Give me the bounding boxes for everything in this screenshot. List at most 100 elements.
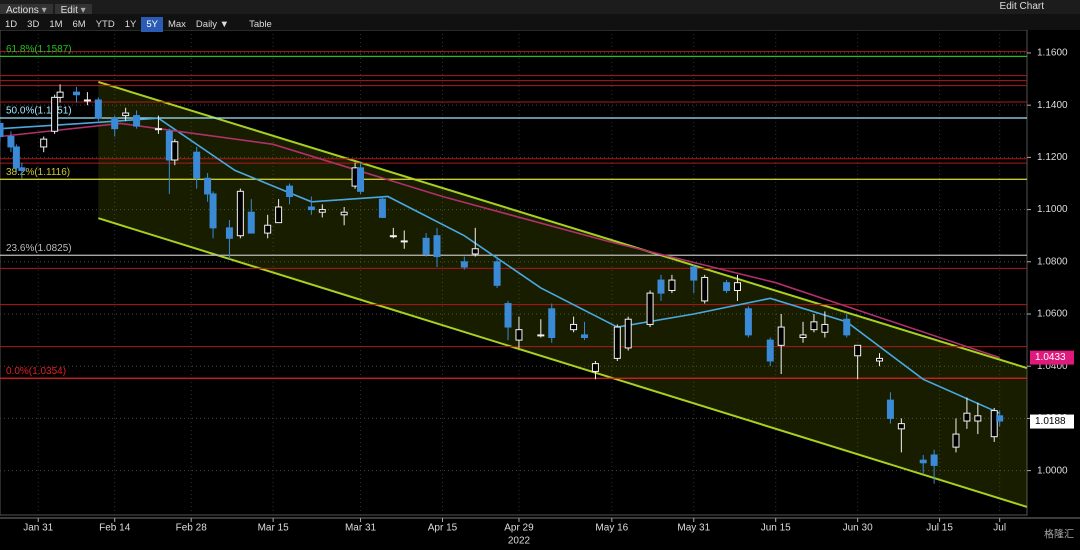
candle-body [591,363,599,372]
range-button[interactable]: Max [167,19,186,30]
axis-strip [0,517,1080,550]
candle-body [204,177,212,195]
candle-body [0,122,4,138]
price-marker [1030,350,1074,365]
y-tick-label: 1.1600 [1037,48,1068,59]
candle-body [422,237,430,255]
candle-body [974,415,982,422]
candle-body [613,326,621,359]
menu-bar: ActionsEdit [0,0,1080,18]
candle-body [154,128,162,131]
interval-button[interactable]: Daily ▼ [195,19,230,30]
price-marker-label: 1.0433 [1035,352,1066,363]
candle-body [733,282,741,292]
y-tick-label: 1.0400 [1037,361,1068,372]
y-tick-label: 1.0800 [1037,256,1068,267]
x-tick-label: Mar 15 [258,523,290,534]
candle-body [340,211,348,216]
y-tick-label: 1.1000 [1037,204,1068,215]
candle-body [471,248,479,255]
watermark: 格隆汇 [1044,528,1074,541]
range-button[interactable]: 1M [49,19,63,30]
candle-body [766,339,774,362]
candle-body [690,266,698,281]
candle-body [657,279,665,294]
candle-body [799,334,807,338]
candle-body [897,423,905,430]
candle-body [886,399,894,419]
x-tick-label: Feb 28 [176,523,208,534]
candle-body [56,91,64,98]
candle-body [777,326,785,346]
candle-body [990,410,998,438]
candle-body [18,167,26,171]
candle-body [12,146,20,169]
x-tick-label: May 16 [595,523,628,534]
channel-line [98,80,1028,369]
candle-body [515,329,523,341]
candle-body [133,115,141,127]
candle-body [225,227,233,239]
candle-body [357,167,365,192]
moving-average [0,122,1000,359]
x-tick-label: Jan 31 [23,523,53,534]
candle-body [996,415,1004,422]
range-button[interactable]: 1D [5,19,18,30]
candle-body [83,99,91,102]
fib-label: 38.2%(1.1116) [6,167,70,178]
candle-body [275,206,283,224]
fib-label: 23.6%(1.0825) [6,243,72,254]
candle-body [876,357,884,362]
edit-chart[interactable]: Edit Chart [999,1,1044,12]
candle-body [433,235,441,258]
candle-body [493,261,501,286]
candle-body [307,206,315,211]
candle-body [952,433,960,448]
candle-body [51,96,59,132]
candle-body [919,459,927,464]
x-tick-label: Feb 14 [99,523,131,534]
candle-body [264,224,272,234]
candle-body [646,292,654,325]
x-tick-label: Jul [993,523,1006,534]
candle-body [701,276,709,302]
candle-body [930,454,938,466]
candle-body [537,334,545,337]
candle-body [570,323,578,331]
fib-label: 50.0%(1.1351) [6,106,72,117]
range-button[interactable]: YTD [95,19,115,30]
range-button[interactable]: 3D [27,19,40,30]
x-tick-label: Jul 15 [926,523,953,534]
x-tick-label: Apr 15 [428,523,458,534]
candle-body [318,209,326,213]
price-marker-label: 1.0188 [1035,416,1066,427]
candle-body [723,282,731,292]
candle-body [193,151,201,179]
y-tick-label: 1.1400 [1037,100,1068,111]
candle-body [460,261,468,268]
range-button[interactable]: 1Y [124,19,137,30]
candle-body [7,136,15,148]
candle-body [286,185,294,198]
candle-body [72,91,80,96]
moving-average [0,117,1001,414]
table-button[interactable]: Table [249,19,272,30]
range-button[interactable]: 5Y [141,17,163,32]
y-tick-label: 1.0000 [1037,465,1068,476]
channel-fill [98,81,1028,507]
candle-body [171,141,179,161]
x-tick-label: Mar 31 [345,523,377,534]
fib-label: 61.8%(1.1587) [6,44,72,55]
candle-body [236,190,244,237]
candle-body [624,318,632,349]
range-button[interactable]: 6M [72,19,86,30]
candle-body [581,334,589,338]
candle-body [963,412,971,422]
x-tick-label: Apr 29 [504,523,534,534]
x-tick-label: Jun 30 [843,523,873,534]
candle-body [209,193,217,229]
candle-body [389,235,397,238]
candle-body [668,279,676,292]
